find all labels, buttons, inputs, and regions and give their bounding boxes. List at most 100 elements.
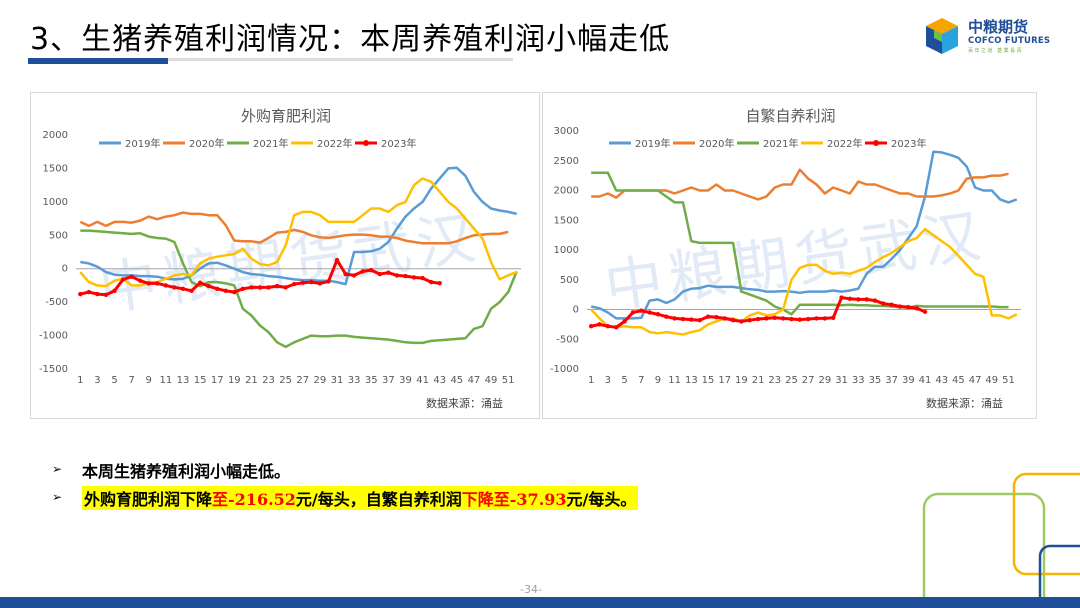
- x-tick-label: 23: [262, 375, 275, 386]
- self-bred-profit-value: -37.93: [509, 490, 567, 509]
- series-line-2020: [591, 168, 1009, 201]
- decorative-frames: [922, 472, 1080, 600]
- x-tick-label: 13: [685, 375, 698, 386]
- data-point-2023: [215, 286, 220, 291]
- chart-watermark: 中粮期货武汉: [95, 203, 485, 324]
- data-point-2023: [95, 291, 100, 297]
- data-point-2023: [622, 319, 627, 324]
- x-tick-label: 39: [902, 375, 915, 386]
- series-line-2020: [79, 211, 509, 245]
- legend-label: 2019年: [125, 137, 160, 150]
- chart-left-purchased-piglet-profit: 中粮期货武汉 外购育肥利润 2019年 2020年 2021年 2022年 2023年 -15…: [30, 92, 540, 419]
- logo-text-cn: 中粮期货: [968, 18, 1029, 36]
- y-tick-label: 1500: [43, 163, 68, 174]
- data-point-2023: [420, 275, 425, 281]
- data-point-2023: [78, 291, 83, 297]
- data-point-2023: [697, 318, 702, 323]
- data-point-2023: [614, 325, 619, 330]
- bullet-segment-red: 至: [212, 490, 229, 509]
- page-title: 3、生猪养殖利润情况：本周养殖利润小幅走低: [30, 22, 671, 57]
- logo-text-en: COFCO FUTURES: [968, 36, 1051, 46]
- data-point-2023: [437, 280, 442, 286]
- legend-label: 2019年: [635, 137, 670, 150]
- x-tick-label: 39: [399, 375, 412, 386]
- data-point-2023: [232, 289, 237, 295]
- data-point-2023: [386, 270, 391, 275]
- data-point-2023: [814, 316, 819, 321]
- x-tick-label: 41: [416, 375, 429, 386]
- data-point-2023: [714, 315, 719, 320]
- x-tick-label: 7: [638, 375, 644, 386]
- y-tick-label: -1500: [39, 364, 68, 375]
- bullet-arrow-icon: ➢: [52, 490, 63, 504]
- x-tick-label: 45: [952, 375, 965, 386]
- chart-title: 自繁自养利润: [745, 107, 835, 125]
- y-tick-label: -500: [45, 297, 68, 308]
- data-point-2023: [394, 273, 400, 278]
- legend-label: 2022年: [317, 137, 352, 150]
- x-tick-label: 33: [348, 375, 361, 386]
- x-tick-label: 29: [818, 375, 831, 386]
- x-tick-label: 19: [228, 375, 241, 386]
- data-point-2023: [300, 280, 305, 285]
- x-tick-label: 35: [869, 375, 882, 386]
- x-tick-label: 5: [111, 375, 117, 386]
- data-point-2023: [847, 296, 853, 301]
- y-tick-label: 1000: [43, 197, 68, 208]
- legend-marker: [873, 140, 879, 146]
- x-tick-label: 45: [450, 375, 463, 386]
- y-tick-label: 3000: [554, 126, 579, 137]
- bullet-text: 本周生猪养殖利润小幅走低。: [82, 462, 291, 481]
- data-point-2023: [163, 283, 169, 288]
- bullet-segment: 外购育肥利润下降: [84, 490, 213, 509]
- x-tick-label: 13: [177, 375, 190, 386]
- data-point-2023: [411, 275, 417, 280]
- legend-label: 2020年: [699, 137, 734, 150]
- title-underline-accent: [28, 58, 168, 64]
- data-point-2023: [780, 316, 786, 321]
- y-tick-label: 2500: [554, 156, 579, 167]
- data-point-2023: [639, 308, 644, 313]
- x-tick-label: 17: [211, 375, 224, 386]
- chart-right-svg: 中粮期货武汉 自繁自养利润 2019年 2020年 2021年 2022年 2023年 -10…: [550, 107, 1021, 410]
- data-point-2023: [747, 318, 752, 323]
- bullet-segment-red: 下降至: [461, 490, 510, 509]
- y-tick-label: 500: [560, 275, 579, 286]
- x-tick-label: 5: [621, 375, 627, 386]
- series-line-2019: [80, 166, 517, 286]
- data-point-2023: [309, 279, 314, 285]
- y-tick-label: 0: [573, 305, 579, 316]
- legend-label: 2023年: [381, 137, 416, 150]
- logo-slogan: 百年之道 基業長青: [968, 48, 1024, 54]
- data-point-2023: [664, 314, 669, 319]
- data-point-2023: [764, 316, 769, 321]
- data-point-2023: [856, 297, 861, 302]
- data-point-2023: [772, 315, 777, 321]
- x-tick-label: 7: [128, 375, 134, 386]
- purchased-profit-value: -216.52: [228, 490, 296, 509]
- cofco-logo-icon: [926, 18, 958, 54]
- data-point-2023: [630, 310, 636, 315]
- x-tick-label: 15: [194, 375, 207, 386]
- chart-title: 外购育肥利润: [241, 107, 331, 125]
- data-point-2023: [605, 323, 611, 329]
- bullet-arrow-icon: ➢: [52, 462, 63, 476]
- data-point-2023: [180, 286, 186, 291]
- data-point-2023: [647, 310, 652, 315]
- data-point-2023: [889, 302, 894, 307]
- x-tick-label: 3: [94, 375, 100, 386]
- data-point-2023: [137, 278, 143, 283]
- data-point-2023: [223, 288, 228, 293]
- data-point-2023: [689, 317, 694, 322]
- x-tick-label: 17: [718, 375, 731, 386]
- data-point-2023: [317, 281, 323, 286]
- x-tick-label: 49: [985, 375, 998, 386]
- data-point-2023: [680, 316, 686, 322]
- page-number: -34-: [520, 583, 542, 596]
- data-point-2023: [655, 312, 661, 317]
- series-line-2021: [591, 171, 1009, 316]
- x-tick-label: 11: [668, 375, 681, 386]
- x-tick-label: 27: [296, 375, 309, 386]
- data-point-2023: [146, 281, 151, 286]
- data-point-2023: [872, 298, 878, 303]
